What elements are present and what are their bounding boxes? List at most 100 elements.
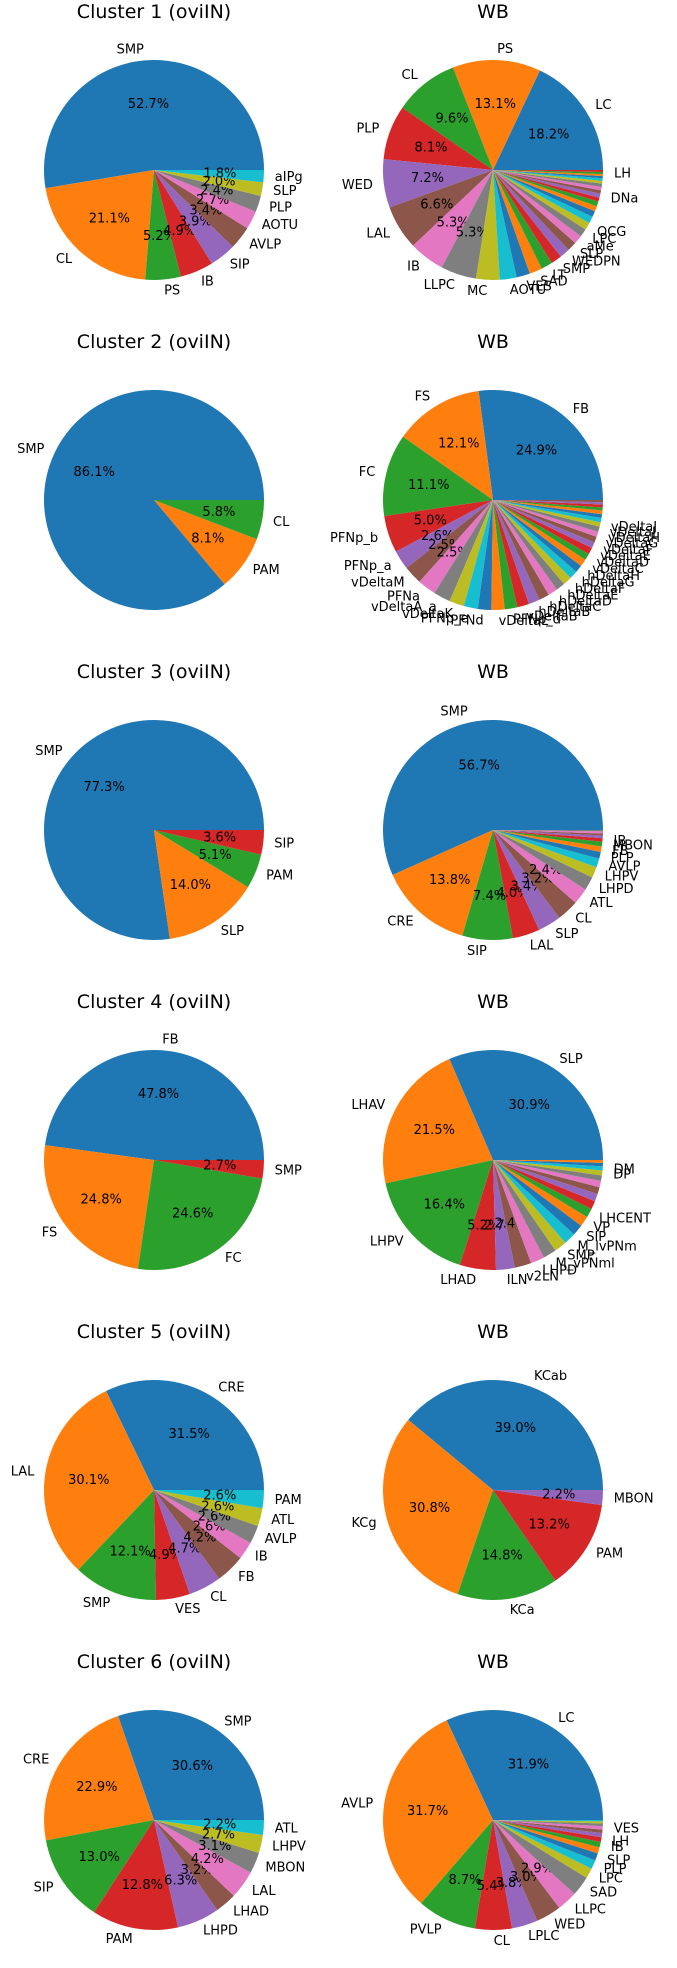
pie-slice-slp: [154, 830, 248, 939]
slice-percent: 5.0%: [414, 514, 447, 529]
pie-slice-lhpd: [493, 1160, 544, 1264]
slice-label: vDeltaL: [499, 614, 549, 629]
slice-label: LHAD: [440, 1273, 476, 1288]
pie-slice-cre: [493, 1820, 603, 1822]
slice-percent: 7.4%: [473, 889, 506, 904]
pie-slice-aotu: [493, 170, 517, 280]
chart-title: WB: [477, 991, 509, 1013]
pie-slice-fb: [493, 830, 602, 852]
pie-slice-pfnp-e: [463, 500, 493, 609]
pie-chart-11: Cluster 6 (oviIN) SMP 30.6% CRE 22.9% SIP 13.0…: [23, 1651, 306, 1947]
pie-slice-ib: [413, 170, 493, 268]
slice-label: vDeltaM: [351, 576, 405, 591]
pie-slice-sip: [154, 170, 233, 264]
slice-percent: 77.3%: [83, 780, 124, 795]
slice-label: VES: [175, 1602, 200, 1617]
slice-label: LAL: [11, 1464, 35, 1479]
pie-slice-mbon: [493, 1490, 603, 1506]
slice-label: PLP: [269, 200, 292, 215]
pie-slice-pfnp-c: [493, 500, 602, 523]
pie-slice-sps: [493, 170, 603, 184]
slice-percent: 4.9%: [163, 224, 196, 239]
slice-label: vDeltaF: [603, 543, 653, 558]
pie-slice-lpc: [493, 170, 586, 237]
slice-percent: 2.6%: [201, 1499, 234, 1514]
pie-slice-lhpd: [493, 830, 593, 890]
slice-label: LC: [595, 98, 611, 113]
slice-percent: 30.9%: [509, 1098, 550, 1113]
pie-slice-dn: [493, 1820, 603, 1827]
pie-chart-9: Cluster 5 (oviIN) CRE 31.5% LAL 30.1% SMP 12.1…: [11, 1321, 302, 1617]
pie-slice-ib: [493, 830, 603, 842]
pie-slice-cl: [493, 1160, 600, 1194]
pie-slice-pvlp: [493, 170, 599, 207]
slice-label: FB: [612, 844, 628, 859]
slice-label: IB: [614, 834, 627, 849]
slice-label: MBON: [613, 839, 653, 854]
pie-slice-hdeltad: [493, 500, 557, 595]
pie-slice-plp: [493, 1820, 596, 1869]
pie-slice-pfnv: [493, 500, 604, 503]
slice-label: AVLP: [265, 1532, 297, 1547]
pie-slice-lhpv: [493, 830, 597, 878]
slice-label: SMP: [83, 1596, 110, 1611]
slice-label: PFNd: [450, 614, 483, 629]
pie-slice-pam: [154, 830, 262, 888]
chart-title: Cluster 4 (oviIN): [77, 991, 231, 1013]
pie-chart-8: WBSLP30.9%LHAV21.5%LHPV16.4%LHAD5.2%ILN2…: [351, 991, 651, 1288]
slice-label: PAM: [253, 563, 280, 578]
pie-slice-scl: [493, 830, 603, 832]
slice-label: SMP: [17, 442, 44, 457]
pie-slice-wed: [493, 1820, 560, 1921]
pie-slice-lt: [493, 170, 552, 269]
pie-slice-lal: [493, 830, 540, 939]
slice-label: CL: [56, 252, 73, 267]
pie-slice-atl: [154, 1820, 264, 1836]
chart-title: Cluster 3 (oviIN): [77, 661, 231, 683]
slice-percent: 21.1%: [89, 212, 130, 227]
slice-label: CRE: [23, 1752, 49, 1767]
slice-percent: 3.6%: [203, 830, 236, 845]
slice-percent: 24.6%: [172, 1206, 213, 1221]
pie-slice-fc: [383, 436, 493, 517]
pie-slice-lpc: [493, 1820, 592, 1878]
slice-label: LHAD: [233, 1905, 269, 1920]
pie-chart-7: Cluster 4 (oviIN) FB 47.8% FS 24.8% FC 24.6% SM…: [42, 991, 302, 1271]
slice-percent: 5.3%: [456, 226, 489, 241]
slice-percent: 13.8%: [429, 873, 470, 888]
slice-label: SIP: [467, 944, 487, 959]
slice-percent: 7.2%: [411, 171, 444, 186]
slice-label: vDeltaG: [606, 537, 658, 552]
pie-slice-avlp: [493, 170, 593, 224]
pie-slice-mbon: [154, 1820, 259, 1873]
slice-percent: 86.1%: [74, 465, 115, 480]
pie-slice-lhad: [154, 1820, 234, 1910]
slice-label: LHPV: [605, 870, 639, 885]
pie-slice-pam: [493, 830, 603, 839]
pie-slice-lal: [154, 1820, 251, 1896]
pie-slice-plp: [493, 830, 601, 859]
slice-label: PAM: [266, 869, 293, 884]
chart-title: WB: [477, 1651, 509, 1673]
slice-percent: 30.6%: [172, 1759, 213, 1774]
pie-slice-kcg: [382, 1419, 493, 1595]
slice-percent: 5.2%: [467, 1218, 500, 1233]
pie-chart-1: Cluster 1 (oviIN) SMP 52.7% CL 21.1% PS 5.2% IB…: [43, 1, 303, 299]
pie-slice-m-vpnml: [493, 1160, 556, 1258]
slice-percent: 31.9%: [508, 1757, 549, 1772]
slice-percent: 52.7%: [128, 97, 169, 112]
slice-label: IB: [407, 259, 420, 274]
slice-percent: 8.1%: [191, 531, 224, 546]
slice-percent: 2.7%: [203, 1159, 236, 1174]
pie-slice-plp: [154, 170, 261, 212]
slice-label: vDeltaB: [526, 609, 577, 624]
pie-slice-lal: [493, 1820, 603, 1824]
slice-percent: 21.5%: [414, 1123, 455, 1138]
slice-label: LHAV: [351, 1098, 385, 1113]
slice-label: PLP: [356, 121, 379, 136]
chart-title: WB: [477, 1, 509, 23]
pie-slice-vdeltam: [406, 500, 493, 582]
slice-label: M_vPNml: [556, 1257, 615, 1272]
pie-slice-lhpv: [385, 1160, 493, 1265]
pie-slice-smp: [383, 720, 603, 875]
